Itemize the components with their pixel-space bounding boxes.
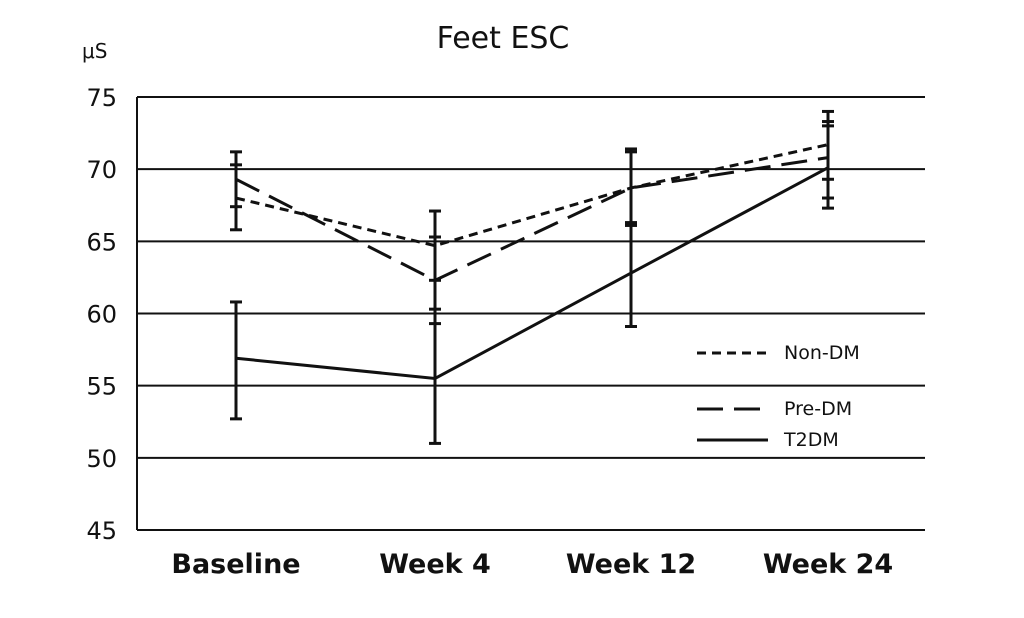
axes xyxy=(136,97,925,531)
series-t2dm xyxy=(230,120,834,445)
series-line xyxy=(235,156,829,282)
series-line xyxy=(235,166,829,380)
y-tick-label: 50 xyxy=(86,445,117,473)
y-axis-unit: μS xyxy=(82,39,107,63)
series xyxy=(230,109,834,445)
legend-label: Non-DM xyxy=(784,342,860,364)
x-tick-labels: Baseline Week 4 Week 12 Week 24 xyxy=(171,549,893,580)
legend: Non-DM Pre-DM T2DM xyxy=(697,342,860,451)
chart-title: Feet ESC xyxy=(437,21,570,56)
y-tick-label: 60 xyxy=(86,301,117,329)
series-pre-dm xyxy=(230,124,834,326)
y-tick-label: 55 xyxy=(86,373,117,401)
y-tick-label: 65 xyxy=(86,228,117,256)
legend-label: Pre-DM xyxy=(784,398,852,420)
series-non-dm xyxy=(230,109,834,282)
grid xyxy=(137,96,925,459)
y-tick-label: 45 xyxy=(86,517,117,545)
x-tick-label: Baseline xyxy=(171,549,300,580)
y-tick-label: 70 xyxy=(86,156,117,184)
x-tick-label: Week 4 xyxy=(379,549,491,580)
x-tick-label: Week 12 xyxy=(566,549,696,580)
x-tick-label: Week 24 xyxy=(763,549,893,580)
y-tick-label: 75 xyxy=(86,84,117,112)
y-tick-labels: 45 50 55 60 65 70 75 xyxy=(86,84,117,545)
series-line xyxy=(235,143,829,248)
legend-label: T2DM xyxy=(783,429,839,451)
